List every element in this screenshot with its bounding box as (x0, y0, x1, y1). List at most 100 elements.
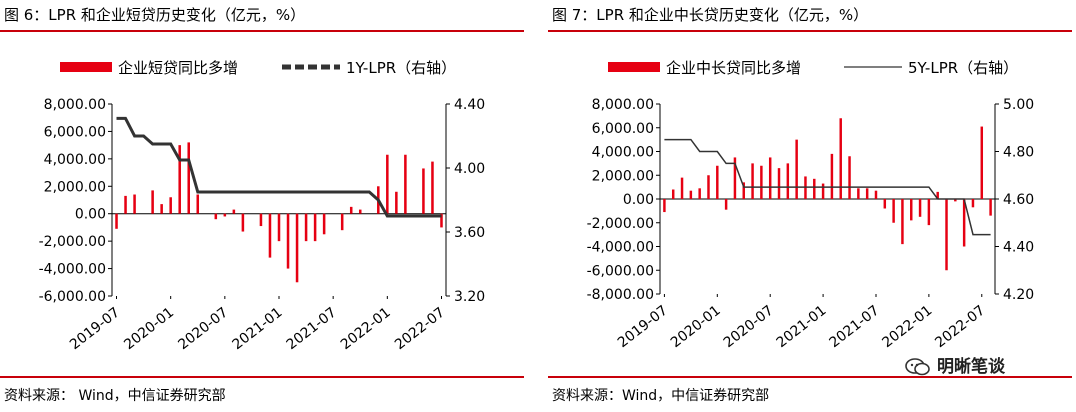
bar (918, 199, 922, 217)
bar (295, 213, 299, 283)
x-axis-tick-label: 2020-01 (668, 303, 724, 352)
source-rule (0, 376, 524, 378)
bar (671, 189, 675, 199)
bar (927, 199, 931, 226)
x-axis-tick-label: 2019-07 (615, 303, 671, 352)
left-axis-tick-label: 6,000.00 (44, 124, 106, 140)
bar (874, 190, 878, 199)
bar (440, 213, 443, 228)
right-axis-tick-label: 5.00 (1003, 97, 1034, 113)
bar (187, 142, 190, 214)
bar (962, 199, 966, 247)
x-axis-tick-label: 2021-07 (284, 305, 340, 354)
bar (821, 183, 825, 199)
legend-label-bar: 企业短贷同比多增 (118, 59, 238, 77)
chart-svg-short-loans: 企业短贷同比多增 1Y-LPR（右轴） 8,000.00 6,000.00 4,000.… (39, 59, 486, 354)
bar (910, 199, 913, 221)
bar (751, 163, 754, 199)
bar (857, 188, 860, 199)
bar (268, 213, 272, 258)
bar (151, 190, 154, 214)
bar (259, 213, 263, 227)
bar (813, 178, 816, 199)
chart-source: 资料来源： Wind，中信证券研究部 (4, 388, 226, 404)
bar (707, 175, 710, 199)
bar (313, 213, 317, 242)
left-axis-tick-label: 8,000.00 (44, 97, 106, 113)
bar (680, 177, 684, 199)
x-axis-tick-label: 2020-01 (121, 305, 177, 354)
legend-swatch-bar (60, 62, 112, 72)
bar (395, 191, 398, 214)
bar (304, 213, 308, 242)
left-axis-tick-label: 6,000.00 (592, 121, 654, 137)
watermark: 明晰笔谈 (905, 352, 1005, 377)
bar (954, 199, 957, 202)
legend-label-line: 5Y-LPR（右轴） (908, 59, 1018, 77)
watermark-text: 明晰笔谈 (937, 357, 1005, 377)
left-axis-tick-label: 2,000.00 (44, 179, 106, 195)
left-axis-tick-label: -8,000.00 (587, 287, 654, 303)
bar (777, 168, 781, 199)
bar (830, 153, 834, 199)
right-axis-tick-label: 4.40 (1003, 240, 1034, 256)
bar (241, 213, 245, 232)
bar (340, 213, 344, 231)
bar (160, 204, 163, 214)
bar (795, 139, 798, 199)
title-rule (0, 30, 524, 32)
bar (945, 199, 948, 271)
bar (901, 199, 904, 245)
bar (663, 199, 666, 213)
bar (358, 209, 362, 214)
bar (223, 213, 227, 217)
bar (169, 197, 172, 214)
bar (733, 157, 737, 199)
x-axis-tick-label: 2021-01 (230, 305, 286, 354)
source-rule (548, 376, 1072, 378)
left-axis-tick-label: -6,000.00 (587, 263, 654, 279)
bar (277, 213, 281, 242)
right-axis-tick-label: 3.20 (454, 289, 485, 305)
bar (214, 213, 218, 220)
right-axis-tick-label: 4.00 (454, 161, 485, 177)
right-axis-tick-label: 4.40 (454, 97, 485, 113)
left-axis-tick-label: 2,000.00 (592, 168, 654, 184)
bar (716, 165, 719, 199)
left-axis-tick-label: -2,000.00 (39, 234, 106, 250)
bar (386, 154, 389, 214)
bar (698, 188, 701, 199)
bar (431, 161, 434, 214)
bar (989, 199, 992, 216)
bar (768, 157, 772, 199)
title-rule (548, 30, 1072, 32)
bar (724, 199, 728, 210)
left-axis-tick-label: 4,000.00 (44, 152, 106, 168)
left-axis-tick-label: -6,000.00 (39, 289, 106, 305)
right-axis-tick-label: 3.60 (454, 225, 485, 241)
right-axis-tick-label: 4.80 (1003, 145, 1034, 161)
x-axis-tick-label: 2022-01 (879, 303, 935, 352)
left-axis-tick-label: -2,000.00 (587, 216, 654, 232)
bar (232, 209, 236, 214)
chart-title: 图 6：LPR 和企业短贷历史变化（亿元，%） (4, 6, 306, 24)
right-axis-tick-label: 4.20 (1003, 287, 1034, 303)
bar (883, 199, 887, 209)
x-axis-tick-label: 2021-01 (774, 303, 830, 352)
chart-panel-left: 图 6：LPR 和企业短贷历史变化（亿元，%） 企业短贷同比多增 1Y-LPR（右… (0, 0, 528, 412)
x-axis-tick-label: 2020-07 (175, 305, 231, 354)
bar (971, 199, 975, 208)
bar (349, 206, 353, 214)
x-axis-tick-label: 2021-07 (827, 303, 883, 352)
bar (133, 194, 136, 214)
left-axis-tick-label: -4,000.00 (587, 240, 654, 256)
x-axis-tick-label: 2022-07 (392, 305, 448, 354)
legend-swatch-bar (608, 62, 660, 72)
bar (839, 118, 842, 199)
series-line (664, 138, 991, 236)
bar (286, 213, 290, 269)
x-axis-tick-label: 2019-07 (67, 305, 123, 354)
chart-title: 图 7：LPR 和企业中长贷历史变化（亿元，%） (552, 6, 869, 24)
bar (742, 182, 745, 199)
bar (124, 195, 127, 214)
